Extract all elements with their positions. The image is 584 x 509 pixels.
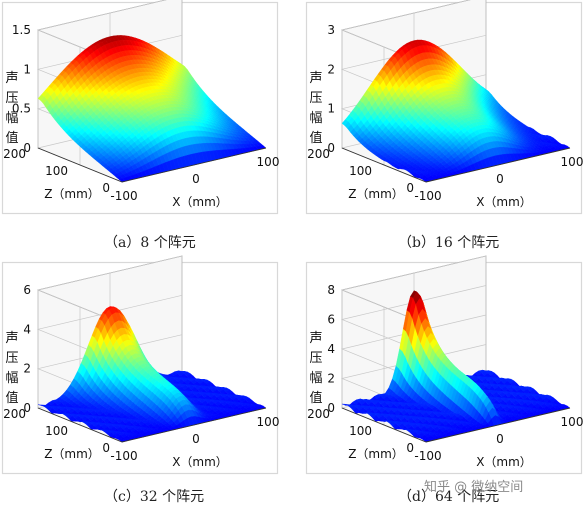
chart-b-ztick-label: 2 xyxy=(327,62,335,76)
chart-b-ytick-label: 200 xyxy=(307,147,330,161)
chart-a-xtick-label: -100 xyxy=(110,189,137,203)
chart-d-ytick-label: 200 xyxy=(307,407,330,421)
chart-d-z-axis-title-char: 值 xyxy=(309,390,322,406)
chart-c-surface xyxy=(37,306,267,443)
chart-c-x-axis-line xyxy=(121,407,267,443)
chart-d-xtick-label: -100 xyxy=(414,449,441,463)
chart-a-z-axis-title-char: 幅 xyxy=(5,111,18,126)
chart-c-z-axis-title-char: 声 xyxy=(5,331,18,346)
chart-c-xtick-label: 0 xyxy=(192,432,200,446)
chart-b-ztick-label: 1 xyxy=(327,102,335,116)
caption-d: （d）64 个阵元 xyxy=(398,489,500,505)
chart-panel-c: 0 2 4 6 -100 0 100 0 100 200 X（mm） Z（mm）声压幅值 xyxy=(1,255,280,475)
chart-d-xtick-label: 0 xyxy=(496,432,504,446)
chart-d-ytick-label: 100 xyxy=(349,424,372,438)
chart-d-ztick-label: 4 xyxy=(327,342,335,356)
chart-c-z-axis-title-char: 压 xyxy=(5,351,18,366)
chart-b-z-axis-line xyxy=(341,147,427,183)
chart-a-ztick-label: 1.5 xyxy=(12,23,31,37)
chart-a-ztick-label: 0.5 xyxy=(12,102,31,116)
chart-a-xtick-label: 100 xyxy=(257,155,280,169)
chart-panel-d: 0 2 4 6 8 -100 0 100 0 100 200 X（mm） Z（mm）声压幅值 xyxy=(305,255,584,475)
chart-b-xtick-label: -100 xyxy=(414,189,441,203)
chart-b-ztick-label: 3 xyxy=(327,23,335,37)
caption-c: （c）32 个阵元 xyxy=(104,489,205,505)
chart-b-surface xyxy=(341,39,571,183)
chart-b-x-axis-line xyxy=(425,147,571,183)
chart-a-z-axis-title-char: 压 xyxy=(5,91,18,106)
chart-c-ztick-label: 4 xyxy=(23,322,31,336)
chart-b-ytick-label: 100 xyxy=(349,164,372,178)
chart-a-y-axis-title: Z（mm） xyxy=(44,187,100,201)
chart-c-ytick-label: 0 xyxy=(102,441,110,455)
chart-c-z-axis-title-char: 幅 xyxy=(5,371,18,386)
chart-b-z-axis-title-char: 压 xyxy=(309,91,322,106)
chart-c-ztick-label: 2 xyxy=(23,362,31,376)
chart-c-xtick-label: 100 xyxy=(257,415,280,429)
chart-d-y-axis-title: Z（mm） xyxy=(348,447,404,461)
chart-a-x-axis-line xyxy=(121,147,267,183)
chart-c-ytick-label: 200 xyxy=(3,407,26,421)
chart-d-z-axis-title-char: 压 xyxy=(309,351,322,366)
chart-a-xtick-label: 0 xyxy=(192,172,200,186)
chart-d-xtick-label: 100 xyxy=(561,415,584,429)
chart-c-z-axis-title-char: 值 xyxy=(5,390,18,406)
chart-d-ztick-label: 2 xyxy=(327,372,335,386)
chart-panel-b: 0 1 2 3 -100 0 100 0 100 200 X（mm） Z（mm）声压幅值 xyxy=(305,0,584,215)
chart-a-ytick-label: 100 xyxy=(45,164,68,178)
chart-d-x-axis-title: X（mm） xyxy=(476,455,532,469)
chart-b-ytick-label: 0 xyxy=(406,181,414,195)
chart-a-z-axis-title-char: 值 xyxy=(5,130,18,146)
chart-a-z-axis-title-char: 声 xyxy=(5,71,18,86)
chart-d-ztick-label: 8 xyxy=(327,283,335,297)
chart-a-x-axis-title: X（mm） xyxy=(172,195,228,209)
chart-a-ytick-label: 0 xyxy=(102,181,110,195)
watermark: 知乎 @ 微纳空间 xyxy=(424,480,524,495)
chart-a-ztick-label: 0 xyxy=(23,141,31,155)
chart-b-x-axis-title: X（mm） xyxy=(476,195,532,209)
chart-b-z-axis-title-char: 值 xyxy=(309,130,322,146)
chart-b-xtick-label: 0 xyxy=(496,172,504,186)
caption-a: （a）8 个阵元 xyxy=(104,235,196,251)
chart-d-z-axis-title-char: 幅 xyxy=(309,371,322,386)
chart-d-ytick-label: 0 xyxy=(406,441,414,455)
chart-c-ztick-label: 0 xyxy=(23,401,31,415)
chart-c-x-axis-title: X（mm） xyxy=(172,455,228,469)
chart-a-ztick-label: 1 xyxy=(23,62,31,76)
chart-c-y-axis-title: Z（mm） xyxy=(44,447,100,461)
chart-b-ztick-label: 0 xyxy=(327,141,335,155)
chart-panel-a: 0 0.5 1 1.5 -100 0 100 0 100 200 X（mm） Z（mm）声压幅值 xyxy=(1,0,280,215)
chart-a-z-axis-line xyxy=(37,147,123,183)
caption-b: （b）16 个阵元 xyxy=(398,235,500,251)
chart-c-z-axis-line xyxy=(37,407,123,443)
chart-a-surface xyxy=(37,35,267,183)
chart-d-surface xyxy=(341,290,571,443)
chart-a-ytick-label: 200 xyxy=(3,147,26,161)
chart-b-y-axis-title: Z（mm） xyxy=(348,187,404,201)
chart-b-z-axis-title-char: 幅 xyxy=(309,111,322,126)
chart-c-xtick-label: -100 xyxy=(110,449,137,463)
chart-b-z-axis-title-char: 声 xyxy=(309,71,322,86)
chart-c-ytick-label: 100 xyxy=(45,424,68,438)
chart-b-xtick-label: 100 xyxy=(561,155,584,169)
chart-d-z-axis-line xyxy=(341,407,427,443)
chart-d-ztick-label: 6 xyxy=(327,313,335,327)
chart-c-ztick-label: 6 xyxy=(23,283,31,297)
chart-d-x-axis-line xyxy=(425,407,571,443)
chart-d-z-axis-title-char: 声 xyxy=(309,331,322,346)
chart-d-ztick-label: 0 xyxy=(327,401,335,415)
